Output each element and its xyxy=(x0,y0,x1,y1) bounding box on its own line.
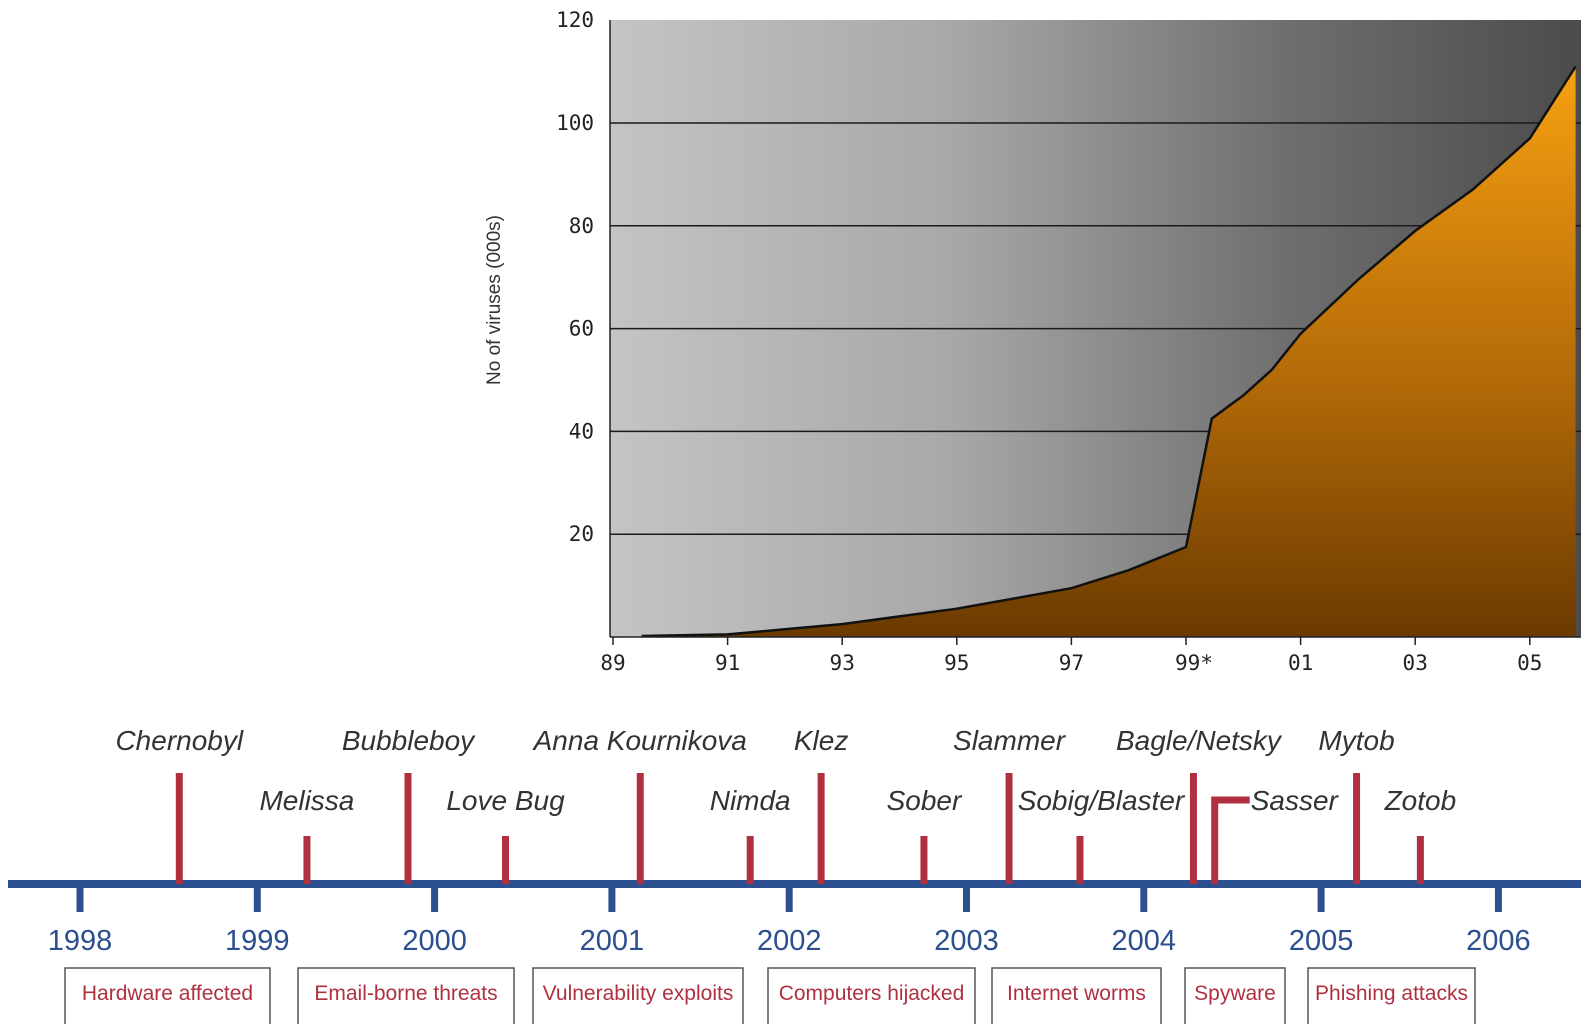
year-label: 2000 xyxy=(402,925,467,957)
virus-count-line xyxy=(641,65,1577,638)
year-label: 2003 xyxy=(934,925,999,957)
x-tick-label: 91 xyxy=(715,651,740,675)
year-label: 2004 xyxy=(1112,925,1177,957)
era-box-border xyxy=(64,967,271,1024)
era-box: Internet worms xyxy=(991,967,1162,1024)
era-box-border xyxy=(991,967,1162,1024)
event-label: Sasser xyxy=(1251,785,1340,816)
x-tick-label: 01 xyxy=(1288,651,1313,675)
era-label: Internet worms xyxy=(1007,982,1146,1005)
event-marker xyxy=(1211,796,1250,884)
era-box: Computers hijacked xyxy=(767,967,976,1024)
timeline-event-markers: Chernobyl Melissa Bubbleboy Love Bug Anna Ko… xyxy=(115,725,1456,884)
era-box-border xyxy=(297,967,515,1024)
event-label: Melissa xyxy=(259,785,354,816)
event-label: Bubbleboy xyxy=(342,725,476,756)
event-label: Slammer xyxy=(953,725,1067,756)
era-box: Phishing attacks xyxy=(1307,967,1476,1024)
era-label: Hardware affected xyxy=(82,982,253,1005)
event-label: Love Bug xyxy=(446,785,565,816)
y-tick-label: 40 xyxy=(569,419,594,443)
era-box: Email-borne threats xyxy=(297,967,515,1024)
x-tick-label: 03 xyxy=(1403,651,1428,675)
virus-count-area xyxy=(641,66,1576,637)
event-label: Mytob xyxy=(1318,725,1394,756)
event-label: Klez xyxy=(794,725,848,756)
virus-growth-chart: 20 40 60 80 100 120 89 91 93 95 97 99* 01 03 05 No of… xyxy=(484,8,1581,675)
y-axis-label: No of viruses (000s) xyxy=(484,215,505,385)
timeline-year-ticks: 1998 1999 2000 2001 2002 2003 2004 2005 2006 xyxy=(48,884,1531,957)
x-tick-label: 05 xyxy=(1517,651,1542,675)
era-label: Computers hijacked xyxy=(779,982,965,1005)
era-label: Phishing attacks xyxy=(1315,982,1468,1005)
year-label: 2006 xyxy=(1466,925,1531,957)
era-box-border xyxy=(767,967,976,1024)
era-box: Hardware affected xyxy=(64,967,271,1024)
era-label: Email-borne threats xyxy=(314,982,497,1005)
y-tick-label: 20 xyxy=(569,522,594,546)
x-tick-labels: 89 91 93 95 97 99* 01 03 05 xyxy=(600,637,1542,675)
y-tick-label: 60 xyxy=(569,317,594,341)
x-tick-label: 95 xyxy=(944,651,969,675)
x-tick-label: 99* xyxy=(1175,651,1213,675)
y-tick-labels: 20 40 60 80 100 120 xyxy=(556,8,594,546)
year-label: 1999 xyxy=(225,925,290,957)
era-box-border xyxy=(532,967,744,1024)
era-box: Spyware xyxy=(1184,967,1286,1024)
year-label: 2005 xyxy=(1289,925,1354,957)
event-label: Sober xyxy=(887,785,963,816)
timeline-era-boxes: Hardware affected Email-borne threats Vuln… xyxy=(64,967,1476,1024)
era-box: Vulnerability exploits xyxy=(532,967,744,1024)
x-tick-label: 93 xyxy=(830,651,855,675)
event-label: Zotob xyxy=(1384,785,1457,816)
year-label: 2001 xyxy=(580,925,645,957)
y-tick-label: 100 xyxy=(556,111,594,135)
event-label: Bagle/Netsky xyxy=(1116,725,1283,756)
event-label: Nimda xyxy=(710,785,791,816)
era-box-border xyxy=(1307,967,1476,1024)
x-tick-label: 97 xyxy=(1059,651,1084,675)
event-label: Chernobyl xyxy=(115,725,243,756)
era-label: Spyware xyxy=(1194,982,1276,1005)
x-tick-label: 89 xyxy=(600,651,625,675)
year-label: 2002 xyxy=(757,925,822,957)
year-label: 1998 xyxy=(48,925,113,957)
event-label: Anna Kournikova xyxy=(532,725,747,756)
era-label: Vulnerability exploits xyxy=(543,982,734,1005)
y-tick-label: 80 xyxy=(569,214,594,238)
event-label: Sobig/Blaster xyxy=(1018,785,1186,816)
era-box-border xyxy=(1184,967,1286,1024)
y-tick-label: 120 xyxy=(556,8,594,32)
